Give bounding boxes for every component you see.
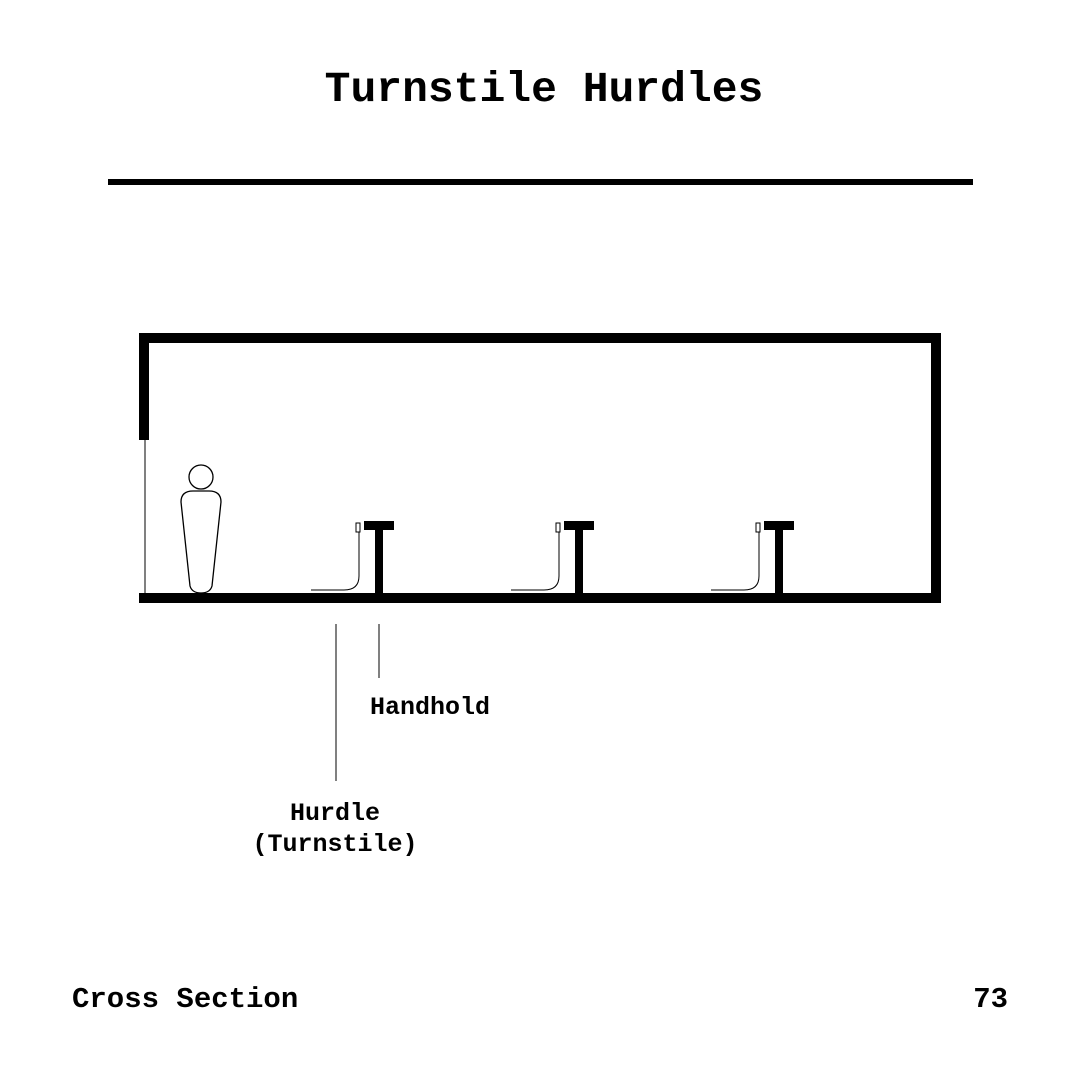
ceiling-wall (139, 333, 941, 343)
hurdles (311, 521, 794, 595)
page-title: Turnstile Hurdles (324, 65, 764, 114)
person-body (180, 490, 222, 594)
turnstile-cap (555, 522, 561, 533)
title-rule (108, 179, 973, 185)
turnstile-arm (711, 528, 760, 591)
hurdle-unit (311, 521, 394, 595)
handhold-post (575, 521, 583, 595)
enclosure (139, 333, 941, 603)
turnstile-arm (511, 528, 560, 591)
handhold-post (375, 521, 383, 595)
hurdle-label-line1: Hurdle (289, 799, 380, 828)
hurdle-unit (711, 521, 794, 595)
floor (139, 593, 941, 603)
handhold-label: Handhold (370, 693, 491, 722)
right-wall (931, 333, 941, 603)
section-caption: Cross Section (72, 983, 299, 1016)
hurdle-label: Hurdle (Turnstile) (240, 798, 430, 860)
left-wall-upper (139, 333, 149, 440)
turnstile-cap (755, 522, 761, 533)
hurdle-unit (511, 521, 594, 595)
turnstile-arm (311, 528, 360, 591)
hurdle-label-line2: (Turnstile) (252, 830, 418, 859)
turnstile-cap (355, 522, 361, 533)
page-number: 73 (973, 983, 1008, 1016)
person-head (188, 464, 214, 490)
person-icon (180, 464, 222, 594)
handhold-post (775, 521, 783, 595)
